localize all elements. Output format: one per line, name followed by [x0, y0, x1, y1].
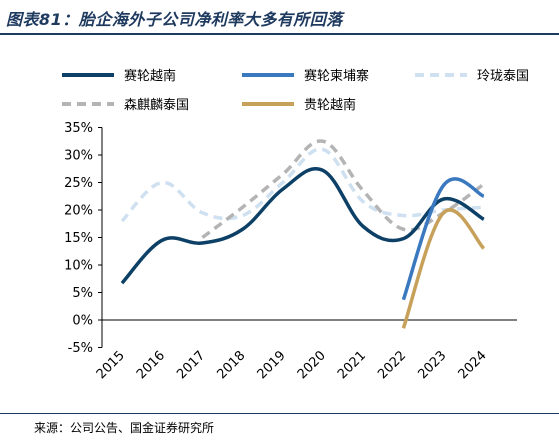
legend-label: 玲珑泰国: [477, 69, 529, 84]
x-tick-label: 2015: [94, 348, 128, 382]
y-tick-label: 15%: [64, 231, 93, 246]
y-tick-label: -5%: [68, 341, 93, 356]
series-line: [401, 177, 485, 301]
x-tick-label: 2023: [415, 348, 449, 382]
series-line: [120, 167, 485, 285]
x-tick-label: 2016: [134, 348, 168, 382]
y-tick-label: 20%: [64, 204, 93, 219]
series-layer: [120, 139, 486, 329]
legend-label: 森麒麟泰国: [124, 97, 189, 113]
x-tick-label: 2020: [295, 348, 329, 382]
y-tick-label: 0%: [72, 314, 93, 329]
y-tick-label: 35%: [64, 121, 93, 136]
source-note: 来源：公司公告、国金证券研究所: [34, 421, 215, 435]
x-tick-label: 2019: [255, 348, 289, 382]
source-rule: [0, 413, 559, 414]
legend-label: 赛轮越南: [124, 68, 176, 84]
y-tick-label: 30%: [64, 149, 93, 164]
legend-label: 赛轮柬埔寨: [304, 68, 369, 84]
x-tick-label: 2024: [456, 348, 490, 382]
y-axis-ticks: -5% 0% 5% 10% 15% 20% 25% 30% 35%: [64, 121, 102, 356]
x-tick-label: 2017: [174, 348, 208, 382]
legend-label: 贵轮越南: [304, 97, 356, 113]
y-tick-label: 5%: [72, 286, 93, 301]
series-line: [401, 208, 486, 329]
series-line: [201, 139, 485, 239]
x-tick-label: 2018: [214, 348, 248, 382]
x-tick-label: 2022: [375, 348, 409, 382]
chart-title: 图表81：胎企海外子公司净利率大多有所回落: [6, 10, 343, 29]
x-tick-label: 2021: [335, 348, 369, 382]
y-tick-label: 25%: [64, 176, 93, 191]
y-tick-label: 10%: [64, 259, 93, 274]
x-axis-ticks: 2015 2016 2017 2018 2019 2020 2021 2022 2023 2024: [94, 348, 490, 382]
series-line: [120, 147, 484, 223]
title-rule: [0, 33, 559, 35]
